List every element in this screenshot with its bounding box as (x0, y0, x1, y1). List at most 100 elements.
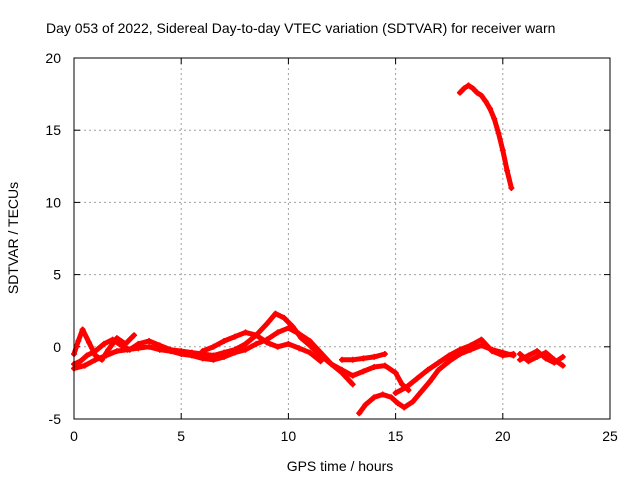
series-trace-e (339, 351, 388, 363)
data-point (263, 339, 270, 346)
data-point (414, 375, 421, 382)
data-point (467, 342, 474, 349)
y-tick-labels: -5 0 5 10 15 20 (45, 50, 61, 427)
data-point (306, 338, 313, 345)
data-point (474, 89, 481, 96)
series-trace-c (71, 325, 356, 388)
data-point (296, 345, 303, 352)
data-point (339, 356, 345, 363)
data-point (461, 85, 468, 92)
data-point (79, 326, 86, 333)
data-point (210, 343, 217, 350)
data-point (446, 352, 453, 359)
data-point (478, 92, 485, 99)
data-point (551, 356, 558, 363)
data-point (469, 85, 476, 92)
data-point (253, 340, 260, 347)
data-point (371, 364, 378, 371)
x-tick-label: 0 (70, 428, 78, 444)
x-tick-label: 25 (602, 428, 618, 444)
data-point (371, 394, 378, 401)
series-trace-j (516, 349, 566, 369)
data-point (296, 330, 303, 337)
data-point (534, 348, 541, 355)
data-point (210, 356, 217, 363)
data-point (388, 394, 395, 401)
data-point (401, 404, 408, 411)
data-point (456, 89, 463, 96)
data-point (306, 349, 313, 356)
data-point (167, 348, 174, 355)
data-point (435, 366, 442, 373)
data-point (465, 82, 472, 89)
data-point (489, 348, 496, 355)
y-tick-label: 0 (53, 339, 61, 355)
data-point (231, 333, 238, 340)
data-point (510, 351, 517, 358)
data-point (131, 332, 138, 339)
data-point (371, 353, 378, 360)
data-point (231, 349, 238, 356)
y-tick-label: 5 (53, 267, 61, 283)
data-point (435, 359, 442, 366)
series-line (517, 350, 566, 369)
data-point (356, 410, 363, 417)
y-tick-label: 15 (45, 122, 61, 138)
x-tick-label: 15 (388, 428, 404, 444)
data-point (146, 338, 153, 345)
data-point (525, 358, 532, 365)
x-tick-label: 20 (495, 428, 511, 444)
data-point (199, 355, 206, 362)
data-point (103, 352, 110, 359)
data-point (381, 351, 388, 358)
data-point (542, 349, 549, 356)
axis-ticks (73, 57, 611, 420)
data-point (242, 329, 249, 336)
data-point (75, 338, 82, 345)
data-point (122, 340, 129, 347)
data-point (178, 351, 185, 358)
y-tick-label: 10 (45, 194, 61, 210)
data-point (135, 345, 142, 352)
data-point (381, 362, 388, 369)
data-point (360, 368, 367, 375)
data-point (221, 338, 228, 345)
data-point (478, 336, 485, 343)
data-point (317, 358, 324, 365)
data-point (242, 340, 249, 347)
data-point (508, 184, 515, 191)
data-point (328, 361, 335, 368)
data-point (242, 346, 249, 353)
y-tick-label: -5 (49, 411, 62, 427)
series-line (393, 337, 516, 396)
data-point (188, 352, 195, 359)
data-point (349, 356, 356, 363)
data-point (113, 348, 120, 355)
data-point (81, 362, 88, 369)
data-point (379, 391, 386, 398)
x-tick-label: 10 (281, 428, 297, 444)
plot-frame (73, 57, 611, 420)
x-tick-labels: 0 5 10 15 20 25 (70, 428, 618, 444)
data-point (559, 353, 566, 360)
data-point (349, 381, 356, 388)
data-point (499, 352, 506, 359)
data-point (403, 384, 410, 391)
data-point (281, 314, 288, 321)
data-point (409, 398, 416, 405)
grid-lines (74, 58, 610, 419)
series-trace-d (199, 329, 324, 365)
data-point (199, 348, 206, 355)
data-point (146, 343, 153, 350)
x-tick-label: 5 (177, 428, 185, 444)
data-point (77, 358, 84, 365)
data-point (285, 340, 292, 347)
data-point (285, 325, 292, 332)
data-point (542, 355, 549, 362)
data-point (274, 329, 281, 336)
data-point (559, 362, 566, 369)
data-point (339, 369, 345, 376)
data-point (86, 339, 93, 346)
series-trace-g (392, 336, 517, 397)
